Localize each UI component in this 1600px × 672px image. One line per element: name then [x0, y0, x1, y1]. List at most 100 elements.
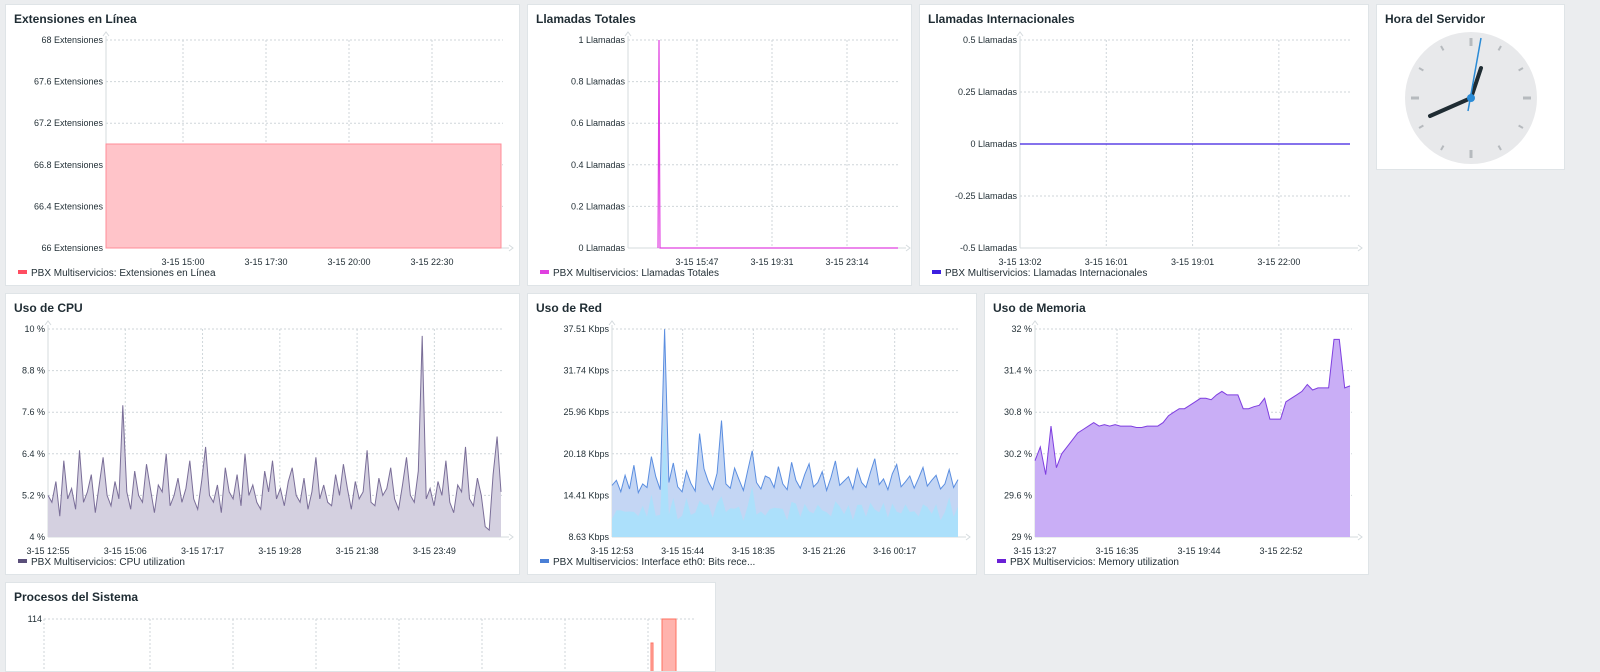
x-tick-label: 3-15 12:55 [26, 546, 69, 556]
y-tick-label: 0.2 Llamadas [571, 201, 626, 211]
legend-swatch [18, 559, 27, 564]
clock-minute-hand [1469, 66, 1483, 100]
legend-label: PBX Multiservicios: CPU utilization [31, 557, 185, 568]
x-tick-label: 3-15 19:44 [1177, 546, 1220, 556]
legend-swatch [540, 270, 549, 275]
series-area [650, 618, 677, 671]
x-tick-label: 3-15 19:31 [750, 257, 793, 267]
chart-extensiones[interactable]: 68 Extensiones 67.6 Extensiones 67.2 Exten… [6, 5, 520, 286]
widget-hora-del-servidor: Hora del Servidor [1376, 4, 1565, 170]
clock-ticks [1411, 38, 1531, 158]
y-tick-label: 30.8 % [1004, 407, 1032, 417]
y-tick-label: 8.63 Kbps [568, 532, 609, 542]
widget-title: Uso de CPU [14, 301, 83, 315]
x-tick-label: 3-15 17:30 [244, 257, 287, 267]
widget-title: Llamadas Totales [536, 12, 636, 26]
widget-title: Llamadas Internacionales [928, 12, 1075, 26]
x-tick-label: 3-15 21:38 [336, 546, 379, 556]
y-tick-label: 20.18 Kbps [563, 449, 609, 459]
x-tick-label: 3-15 19:01 [1171, 257, 1214, 267]
y-axis-arrow [44, 320, 52, 326]
y-tick-label: -0.5 Llamadas [960, 243, 1018, 253]
x-tick-label: 3-16 00:17 [873, 546, 916, 556]
legend-cpu: PBX Multiservicios: CPU utilization [18, 557, 185, 568]
x-tick-label: 3-15 17:17 [181, 546, 224, 556]
series-area [105, 143, 502, 249]
widget-llamadas-totales: Llamadas Totales 1 Llamadas 0.8 Llamadas 0… [527, 4, 912, 286]
y-tick-label: 66.4 Extensiones [34, 201, 104, 211]
series-area-secondary [612, 414, 958, 537]
y-tick-label: 6.4 % [22, 449, 45, 459]
x-tick-label: 3-15 13:02 [998, 257, 1041, 267]
x-axis-arrow [508, 533, 514, 541]
legend-extensiones: PBX Multiservicios: Extensiones en Línea [18, 268, 216, 279]
legend-llamadas-totales: PBX Multiservicios: Llamadas Totales [540, 268, 719, 279]
legend-label: PBX Multiservicios: Memory utilization [1010, 557, 1179, 568]
chart-llamadas-internacionales[interactable]: 0.5 Llamadas 0.25 Llamadas 0 Llamadas -0.25… [920, 5, 1369, 286]
series-line [47, 335, 502, 532]
widget-title: Uso de Red [536, 301, 603, 315]
legend-label: PBX Multiservicios: Interface eth0: Bits… [553, 557, 756, 568]
legend-swatch [997, 559, 1006, 564]
y-tick-label: 67.2 Extensiones [34, 118, 104, 128]
y-tick-label: 0.25 Llamadas [958, 87, 1018, 97]
x-tick-label: 3-15 15:47 [675, 257, 718, 267]
x-tick-label: 3-15 22:30 [410, 257, 453, 267]
legend-label: PBX Multiservicios: Extensiones en Línea [31, 268, 216, 279]
y-tick-label: 37.51 Kbps [563, 324, 609, 334]
y-axis-arrow [608, 320, 616, 326]
y-tick-label: 14.41 Kbps [563, 490, 609, 500]
series-area [48, 335, 501, 537]
x-tick-label: 3-15 23:14 [825, 257, 868, 267]
x-tick-label: 3-15 20:00 [327, 257, 370, 267]
chart-uso-de-red[interactable]: 37.51 Kbps 31.74 Kbps 25.96 Kbps 20.18 Kbps… [528, 294, 977, 575]
legend-swatch [540, 559, 549, 564]
widget-uso-de-red: Uso de Red 37.51 Kbps 31.74 Kbps 25.96 Kbp… [527, 293, 977, 575]
chart-grid [628, 39, 900, 249]
y-tick-label: 32 % [1011, 324, 1032, 334]
x-tick-label: 3-15 15:00 [161, 257, 204, 267]
y-axis-arrow [102, 31, 110, 37]
x-tick-label: 3-15 16:35 [1095, 546, 1138, 556]
series-area [1035, 339, 1350, 537]
widget-uso-de-memoria: Uso de Memoria 32 % 31.4 % 30.8 % 30.2 % 29.… [984, 293, 1369, 575]
chart-procesos-del-sistema[interactable]: 114 [6, 583, 716, 672]
chart-uso-de-cpu[interactable]: 10 % 8.8 % 7.6 % 6.4 % 5.2 % 4 % 3-15 12:55 3-1… [6, 294, 520, 575]
y-tick-label: 10 % [24, 324, 45, 334]
widget-procesos-del-sistema: Procesos del Sistema 114 [5, 582, 716, 672]
y-tick-label: 29 % [1011, 532, 1032, 542]
x-tick-label: 3-15 12:53 [590, 546, 633, 556]
y-tick-label: 67.6 Extensiones [34, 77, 104, 87]
x-tick-label: 3-15 16:01 [1085, 257, 1128, 267]
y-tick-label: -0.25 Llamadas [955, 191, 1018, 201]
y-tick-label: 8.8 % [22, 366, 45, 376]
widget-uso-de-cpu: Uso de CPU 10 % 8.8 % 7.6 % 6.4 % 5.2 % 4 % 3-… [5, 293, 520, 575]
legend-llamadas-internacionales: PBX Multiservicios: Llamadas Internacion… [932, 268, 1147, 279]
x-tick-label: 3-15 22:00 [1257, 257, 1300, 267]
chart-llamadas-totales[interactable]: 1 Llamadas 0.8 Llamadas 0.6 Llamadas 0.4 Ll… [528, 5, 912, 286]
x-axis-arrow [1357, 533, 1363, 541]
y-tick-label: 0.6 Llamadas [571, 118, 626, 128]
y-tick-label: 29.6 % [1004, 490, 1032, 500]
legend-label: PBX Multiservicios: Llamadas Internacion… [945, 268, 1148, 279]
chart-uso-de-memoria[interactable]: 32 % 31.4 % 30.8 % 30.2 % 29.6 % 29 % 3-15 13:… [985, 294, 1369, 575]
x-axis-arrow [965, 533, 971, 541]
series-line [611, 329, 959, 495]
widget-llamadas-internacionales: Llamadas Internacionales 0.5 Llamadas 0.2… [919, 4, 1369, 286]
y-tick-label: 0.8 Llamadas [571, 77, 626, 87]
chart-grid [43, 618, 696, 671]
x-tick-label: 3-15 15:06 [104, 546, 147, 556]
clock-center [1467, 94, 1475, 102]
x-tick-label: 3-15 13:27 [1013, 546, 1056, 556]
y-tick-label: 1 Llamadas [578, 35, 625, 45]
legend-memoria: PBX Multiservicios: Memory utilization [997, 557, 1179, 568]
y-tick-label: 31.74 Kbps [563, 366, 609, 376]
x-axis-arrow [1357, 244, 1363, 252]
y-tick-label: 0.5 Llamadas [963, 35, 1018, 45]
x-tick-label: 3-15 19:28 [258, 546, 301, 556]
legend-red: PBX Multiservicios: Interface eth0: Bits… [540, 557, 755, 568]
series-line [1034, 338, 1351, 475]
x-tick-label: 3-15 15:44 [661, 546, 704, 556]
y-tick-label: 0.4 Llamadas [571, 160, 626, 170]
series-line [657, 39, 898, 249]
